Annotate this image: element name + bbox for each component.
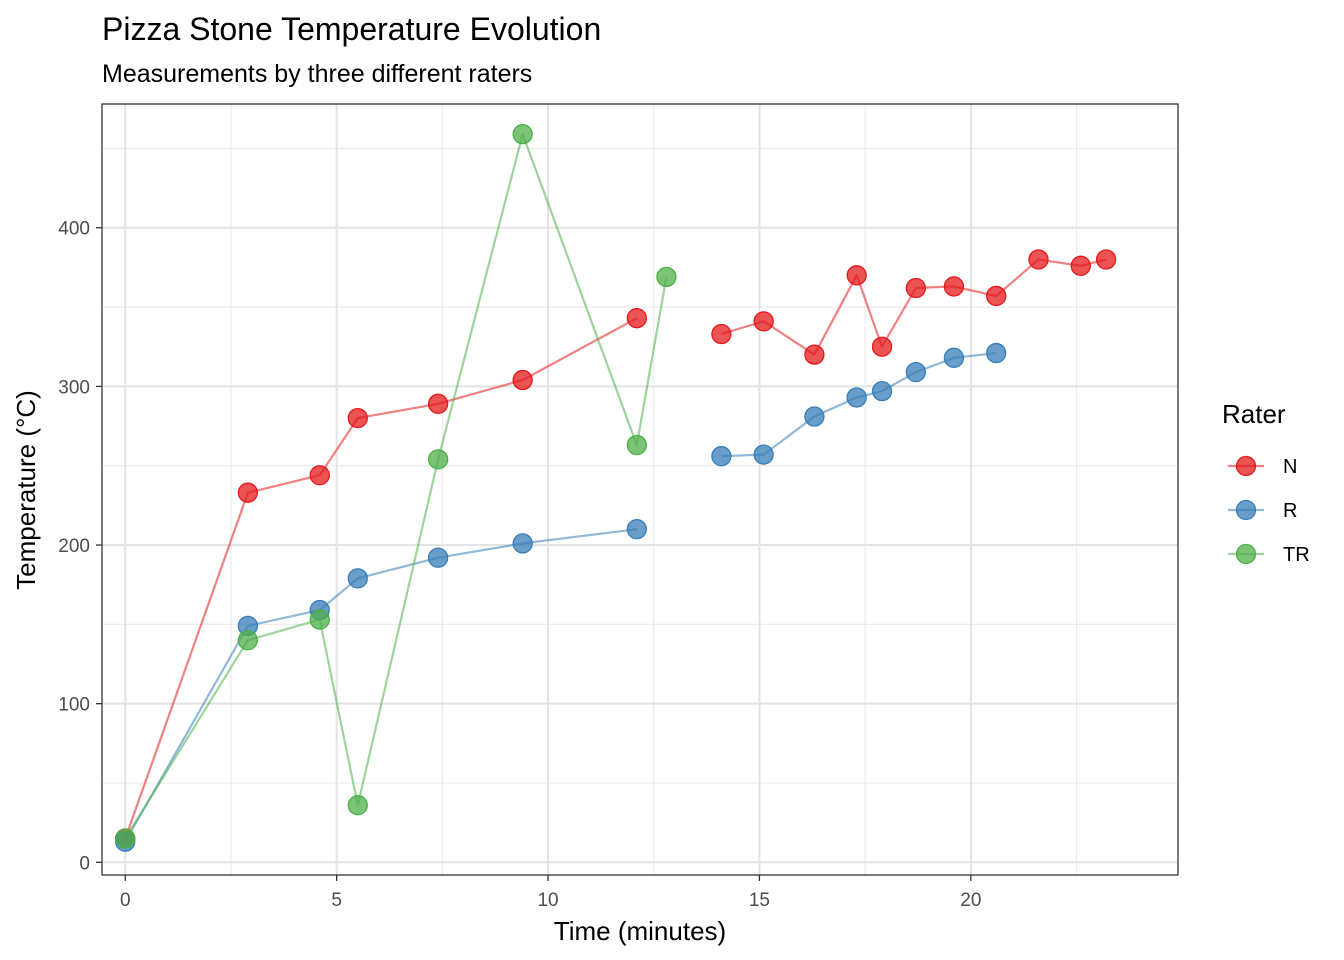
data-point-TR xyxy=(237,630,259,651)
y-tick-label: 0 xyxy=(79,853,90,874)
legend-label-N: N xyxy=(1283,456,1297,478)
data-point-R xyxy=(804,406,825,427)
x-axis-title: Time (minutes) xyxy=(554,916,726,946)
data-point-R xyxy=(347,568,368,589)
data-point-R xyxy=(711,446,732,467)
data-point-TR xyxy=(309,609,330,630)
chart-subtitle: Measurements by three different raters xyxy=(102,60,532,88)
x-tick-label: 0 xyxy=(120,890,131,911)
plot-background xyxy=(102,104,1178,875)
y-tick-label: 100 xyxy=(58,695,90,716)
data-point-N xyxy=(347,407,368,429)
data-point-N xyxy=(1070,255,1091,276)
legend-title: Rater xyxy=(1222,399,1286,429)
data-point-R xyxy=(871,380,893,402)
data-point-TR xyxy=(512,123,533,145)
data-point-R xyxy=(846,387,867,408)
data-point-N xyxy=(1028,249,1049,270)
data-point-R xyxy=(753,444,774,465)
data-point-R xyxy=(427,547,449,568)
legend-label-R: R xyxy=(1283,500,1297,522)
data-point-R xyxy=(905,361,927,383)
plot-border xyxy=(101,103,1179,876)
data-point-TR xyxy=(347,795,368,816)
data-point-TR xyxy=(656,266,677,288)
data-point-N xyxy=(871,336,893,357)
legend-key-point-TR xyxy=(1235,543,1257,565)
y-tick-label: 300 xyxy=(58,377,90,398)
data-point-N xyxy=(237,482,259,503)
data-point-N xyxy=(905,277,927,299)
data-point-N xyxy=(943,276,965,297)
data-point-TR xyxy=(115,828,136,849)
data-point-N xyxy=(626,308,647,329)
y-axis-title: Temperature (°C) xyxy=(11,390,41,590)
data-point-R xyxy=(512,533,533,554)
x-tick-label: 15 xyxy=(749,890,770,911)
legend-label-TR: TR xyxy=(1283,544,1310,566)
data-point-N xyxy=(309,465,330,486)
data-point-R xyxy=(986,342,1007,364)
legend: Rater NR TR xyxy=(1222,399,1310,566)
data-point-N xyxy=(846,265,867,286)
x-tick-label: 10 xyxy=(537,890,558,911)
data-point-N xyxy=(512,369,533,391)
data-point-N xyxy=(427,393,449,414)
y-tick-label: 200 xyxy=(58,536,90,557)
legend-key-point-R xyxy=(1235,499,1257,521)
x-tick-label: 5 xyxy=(331,890,342,911)
data-point-N xyxy=(711,323,732,345)
data-point-N xyxy=(986,285,1007,307)
data-point-N xyxy=(1095,249,1117,270)
x-tick-label: 20 xyxy=(960,890,981,911)
data-point-N xyxy=(753,311,774,332)
y-tick-label: 400 xyxy=(58,219,90,240)
data-point-N xyxy=(804,344,825,365)
series-line-TR xyxy=(124,133,668,840)
data-point-TR xyxy=(626,434,647,456)
data-point-TR xyxy=(427,449,449,470)
data-point-R xyxy=(626,519,647,540)
chart-title: Pizza Stone Temperature Evolution xyxy=(102,11,601,47)
legend-key-point-N xyxy=(1235,455,1257,477)
data-point-R xyxy=(943,347,965,368)
